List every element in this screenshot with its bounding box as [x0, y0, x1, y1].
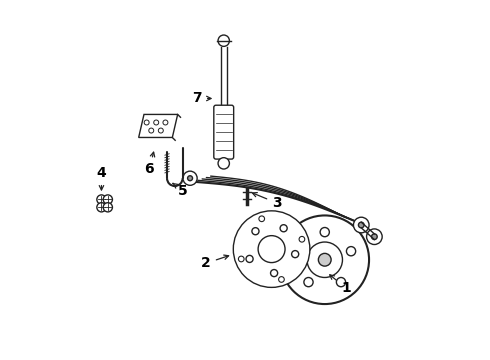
- Circle shape: [318, 253, 331, 266]
- Circle shape: [103, 195, 112, 204]
- Circle shape: [279, 276, 284, 282]
- Circle shape: [158, 128, 163, 133]
- Circle shape: [239, 256, 244, 262]
- Text: 4: 4: [97, 166, 106, 190]
- Circle shape: [371, 234, 377, 239]
- Circle shape: [218, 158, 229, 169]
- Circle shape: [233, 211, 310, 287]
- Circle shape: [163, 120, 168, 125]
- Circle shape: [149, 128, 154, 133]
- Circle shape: [144, 120, 149, 125]
- Circle shape: [258, 236, 285, 262]
- Circle shape: [154, 120, 159, 125]
- Circle shape: [246, 255, 253, 262]
- Circle shape: [320, 228, 329, 237]
- Text: 5: 5: [173, 183, 188, 198]
- FancyBboxPatch shape: [214, 105, 234, 159]
- Circle shape: [346, 247, 356, 256]
- Circle shape: [103, 203, 112, 212]
- Circle shape: [304, 278, 313, 287]
- Circle shape: [270, 270, 278, 276]
- Circle shape: [280, 215, 369, 304]
- Circle shape: [188, 176, 193, 181]
- Circle shape: [367, 229, 382, 244]
- Circle shape: [299, 237, 305, 242]
- Polygon shape: [139, 114, 178, 138]
- Circle shape: [97, 195, 106, 204]
- Circle shape: [292, 251, 299, 258]
- Text: 7: 7: [193, 91, 211, 105]
- Circle shape: [218, 35, 229, 46]
- Text: 1: 1: [330, 275, 351, 295]
- Text: 6: 6: [145, 152, 155, 176]
- Text: 3: 3: [252, 193, 282, 210]
- Circle shape: [97, 203, 106, 212]
- Text: 2: 2: [201, 255, 229, 270]
- Circle shape: [294, 247, 303, 256]
- Circle shape: [358, 222, 364, 228]
- Circle shape: [307, 242, 343, 278]
- Circle shape: [252, 228, 259, 235]
- Circle shape: [337, 278, 345, 287]
- Circle shape: [183, 171, 197, 185]
- Circle shape: [259, 216, 265, 222]
- Circle shape: [280, 225, 287, 232]
- Circle shape: [353, 217, 369, 233]
